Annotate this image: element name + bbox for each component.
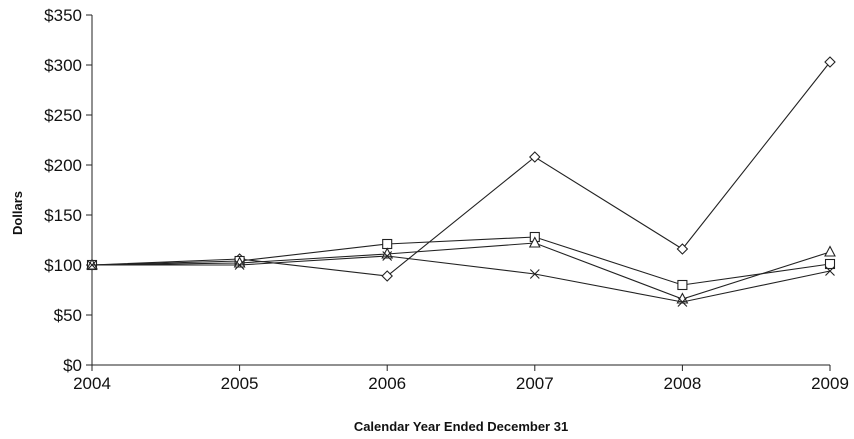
x-marker [825, 266, 835, 276]
series-line-x [92, 255, 831, 303]
diamond-marker [529, 151, 541, 163]
series-x [87, 251, 835, 307]
x-marker [382, 251, 393, 261]
x-tick-label: 2007 [516, 374, 554, 393]
triangle-marker [676, 292, 689, 304]
x-tick-label: 2005 [221, 374, 259, 393]
y-tick-label: $200 [44, 156, 82, 175]
diamond-marker [676, 243, 689, 255]
y-tick-label: $50 [54, 306, 82, 325]
series-line-square [91, 236, 831, 286]
diamond-marker [824, 56, 836, 68]
triangle-marker [528, 236, 541, 248]
series-line-triangle [91, 242, 831, 300]
x-marker [234, 260, 245, 270]
square-marker [382, 238, 393, 250]
series-diamond [86, 56, 836, 282]
x-tick-label: 2009 [811, 374, 849, 393]
y-tick-label: $100 [44, 256, 82, 275]
x-axis-title: Calendar Year Ended December 31 [354, 419, 568, 434]
y-axis-title: Dollars [10, 191, 25, 235]
square-marker [677, 279, 688, 291]
series-line-diamond [91, 61, 831, 277]
y-tick-label: $150 [44, 206, 82, 225]
diamond-marker [381, 270, 393, 282]
x-marker [529, 269, 540, 279]
x-tick-label: 2006 [368, 374, 406, 393]
y-tick-label: $300 [44, 56, 82, 75]
axes-layer: $0 $50 $100 $150 $200 $250 $300 $350 2004 2005 200… [44, 6, 849, 393]
x-tick-label: 2004 [73, 374, 111, 393]
y-tick-label: $250 [44, 106, 82, 125]
series-layer [86, 56, 836, 307]
y-tick-label: $0 [63, 356, 82, 375]
x-marker [87, 260, 97, 270]
square-marker [824, 258, 836, 270]
y-tick-label: $350 [44, 6, 82, 25]
x-tick-label: 2008 [663, 374, 701, 393]
x-marker [677, 297, 688, 307]
triangle-marker [824, 245, 836, 257]
